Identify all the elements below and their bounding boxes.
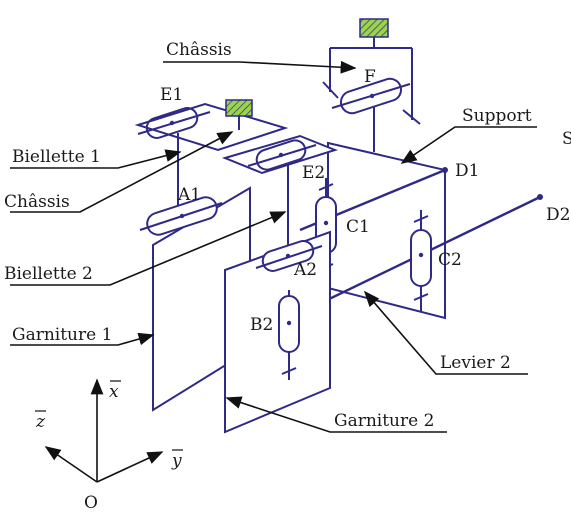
label-c1: C1 xyxy=(346,217,370,237)
pivot-a2 xyxy=(255,240,323,272)
label-a1: A1 xyxy=(177,185,201,205)
b2-cap xyxy=(281,367,297,375)
cylinder-c1-dot xyxy=(323,220,329,226)
label-support: Support xyxy=(462,106,532,126)
ground-hatch-top xyxy=(359,18,389,38)
cylinder-f-dot xyxy=(369,93,375,99)
axis-y-line xyxy=(96,451,164,483)
cylinder-e2-dot xyxy=(278,152,284,158)
label-e2: E2 xyxy=(302,163,325,183)
axis-z-label: z xyxy=(35,412,46,432)
axis-z-line xyxy=(44,446,98,483)
pivot-f xyxy=(331,77,411,152)
cylinder-e1-dot xyxy=(169,120,175,126)
label-chassis-left: Châssis xyxy=(4,192,70,212)
reference-frame: x y z O xyxy=(35,378,183,513)
cylinder-c2 xyxy=(410,229,432,287)
label-b2: B2 xyxy=(250,315,273,335)
c2-cap-top xyxy=(413,215,429,223)
cylinder-c2-dot xyxy=(418,252,424,258)
leader-chassis-left xyxy=(10,131,234,213)
leader-support xyxy=(400,126,537,164)
label-biellette-1: Biellette 1 xyxy=(12,147,101,167)
leader-garniture-1 xyxy=(10,332,155,346)
label-e1: E1 xyxy=(160,85,183,105)
label-d2: D2 xyxy=(546,205,570,225)
leader-garniture-2 xyxy=(225,396,447,433)
label-d1: D1 xyxy=(455,161,479,181)
label-garniture-1: Garniture 1 xyxy=(12,325,112,345)
pivot-c2 xyxy=(410,210,432,312)
leader-biellette-1 xyxy=(10,149,182,169)
label-a2: A2 xyxy=(293,260,317,280)
leader-lines xyxy=(10,60,537,433)
leader-biellette-2 xyxy=(10,211,287,286)
cylinder-a1-dot xyxy=(179,213,185,219)
label-levier-2: Levier 2 xyxy=(440,353,511,373)
label-biellette-2: Biellette 2 xyxy=(4,264,93,284)
axis-y-label: y xyxy=(171,451,182,471)
pivot-b2 xyxy=(278,290,300,380)
leader-chassis-top xyxy=(163,60,357,74)
pivot-a1 xyxy=(139,196,223,236)
cylinder-a2-dot xyxy=(285,253,291,259)
biellette-1-assembly xyxy=(134,99,289,205)
ground-hatch-left xyxy=(225,99,253,117)
origin-label: O xyxy=(84,493,98,513)
cylinder-b2-dot xyxy=(286,320,292,326)
biellette-2-assembly xyxy=(221,134,338,250)
c2-cap-bottom xyxy=(413,293,429,301)
point-d2 xyxy=(537,194,543,200)
leader-levier-2 xyxy=(363,290,528,375)
label-c2: C2 xyxy=(438,250,462,270)
axis-x-label: x xyxy=(109,382,119,402)
f-frame-left-cap xyxy=(322,81,339,99)
c1-cap-top xyxy=(318,183,334,191)
label-garniture-2: Garniture 2 xyxy=(334,411,434,431)
label-f: F xyxy=(364,67,376,87)
point-d1 xyxy=(442,167,448,173)
labels: Châssis F E1 Biellette 1 Châssis A1 E2 B… xyxy=(4,40,571,431)
chassis-ground-top xyxy=(322,18,421,125)
f-frame-right-cap xyxy=(402,109,421,125)
label-chassis-top: Châssis xyxy=(166,40,232,60)
e1-link-plate xyxy=(134,102,289,152)
label-cut-s: S xyxy=(562,129,571,149)
